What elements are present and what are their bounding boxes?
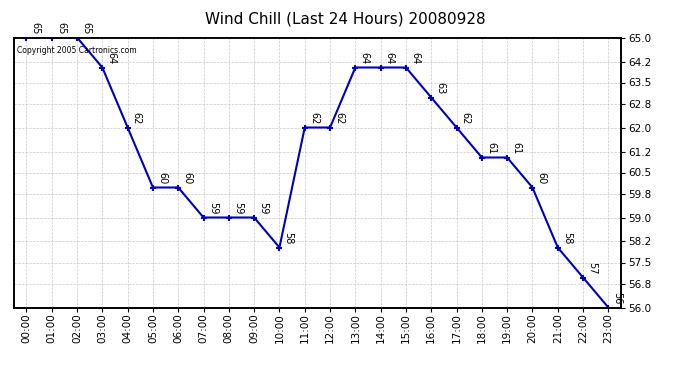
Text: 59: 59 bbox=[208, 202, 218, 215]
Text: 57: 57 bbox=[587, 262, 598, 275]
Text: 62: 62 bbox=[334, 112, 344, 125]
Text: 62: 62 bbox=[461, 112, 471, 125]
Text: 59: 59 bbox=[233, 202, 243, 215]
Text: 60: 60 bbox=[537, 172, 546, 185]
Text: 59: 59 bbox=[258, 202, 268, 215]
Text: 65: 65 bbox=[81, 22, 91, 35]
Text: 58: 58 bbox=[562, 232, 572, 245]
Text: 60: 60 bbox=[182, 172, 193, 185]
Text: 65: 65 bbox=[30, 22, 41, 35]
Text: 64: 64 bbox=[106, 53, 117, 65]
Text: 63: 63 bbox=[435, 82, 446, 95]
Text: Copyright 2005 Cartronics.com: Copyright 2005 Cartronics.com bbox=[17, 46, 137, 55]
Text: 62: 62 bbox=[309, 112, 319, 125]
Text: 65: 65 bbox=[56, 22, 66, 35]
Text: 56: 56 bbox=[613, 292, 622, 305]
Text: 64: 64 bbox=[385, 53, 395, 65]
Text: 60: 60 bbox=[157, 172, 167, 185]
Text: 58: 58 bbox=[284, 232, 294, 245]
Text: 62: 62 bbox=[132, 112, 142, 125]
Text: Wind Chill (Last 24 Hours) 20080928: Wind Chill (Last 24 Hours) 20080928 bbox=[205, 11, 485, 26]
Text: 64: 64 bbox=[359, 53, 370, 65]
Text: 61: 61 bbox=[511, 142, 522, 155]
Text: 64: 64 bbox=[410, 53, 420, 65]
Text: 61: 61 bbox=[486, 142, 496, 155]
